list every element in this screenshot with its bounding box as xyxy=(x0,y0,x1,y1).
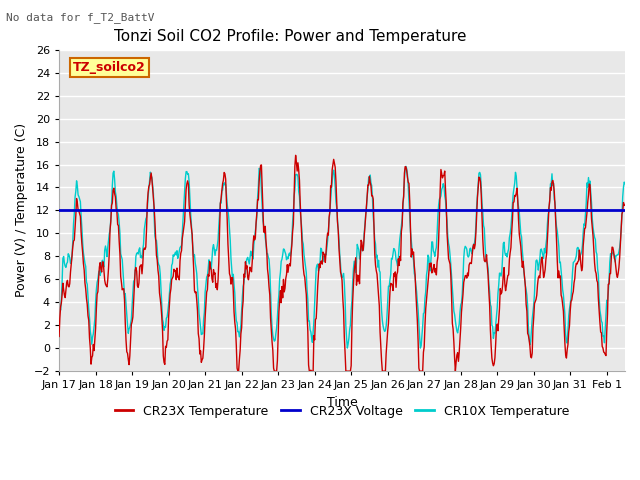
X-axis label: Time: Time xyxy=(326,396,357,408)
Text: Tonzi Soil CO2 Profile: Power and Temperature: Tonzi Soil CO2 Profile: Power and Temper… xyxy=(114,29,467,44)
Legend: CR23X Temperature, CR23X Voltage, CR10X Temperature: CR23X Temperature, CR23X Voltage, CR10X … xyxy=(109,400,575,423)
Text: TZ_soilco2: TZ_soilco2 xyxy=(73,61,146,74)
Text: No data for f_T2_BattV: No data for f_T2_BattV xyxy=(6,12,155,23)
Y-axis label: Power (V) / Temperature (C): Power (V) / Temperature (C) xyxy=(15,123,28,298)
